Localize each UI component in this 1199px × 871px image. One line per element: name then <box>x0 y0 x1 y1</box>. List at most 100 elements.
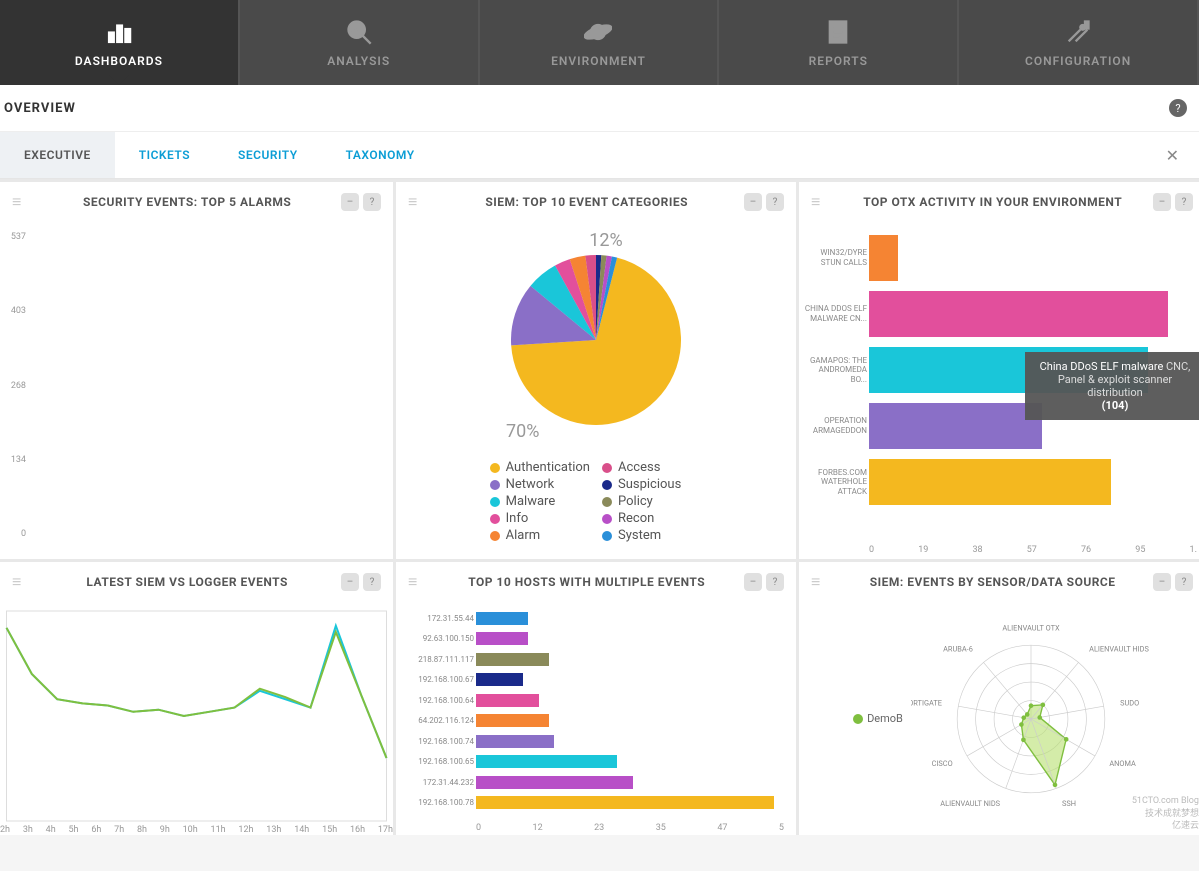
legend-item[interactable]: Alarm <box>490 528 590 543</box>
panel-top-hosts: ≡ TOP 10 HOSTS WITH MULTIPLE EVENTS – ? … <box>396 562 796 835</box>
nav-configuration[interactable]: CONFIGURATION <box>959 0 1199 85</box>
x-tick: 6h <box>91 825 101 835</box>
x-tick: 0 <box>476 823 481 833</box>
collapse-button[interactable]: – <box>1153 193 1171 211</box>
hbar-row[interactable]: WIN32/DYRE STUN CALLS <box>869 230 1197 286</box>
hbar-row[interactable]: 64.202.116.124 <box>476 711 784 732</box>
x-tick: 57 <box>1027 545 1037 555</box>
x-tick: 2h <box>0 825 10 835</box>
x-tick: 10h <box>183 825 198 835</box>
hbar-row[interactable]: 192.168.100.65 <box>476 752 784 773</box>
help-button[interactable]: ? <box>766 573 784 591</box>
panel-title: TOP OTX ACTIVITY IN YOUR ENVIRONMENT <box>832 195 1153 209</box>
legend-dot <box>602 497 612 507</box>
tab-executive[interactable]: EXECUTIVE <box>0 132 115 178</box>
legend-item[interactable]: Policy <box>602 494 702 509</box>
drag-handle-icon[interactable]: ≡ <box>811 572 820 592</box>
radar-axis-label: CISCO <box>932 759 953 768</box>
legend-label: Access <box>618 460 660 475</box>
hbar-label: 172.31.55.44 <box>402 614 474 623</box>
tabs-close-icon[interactable]: ✕ <box>1166 146 1179 165</box>
collapse-button[interactable]: – <box>341 573 359 591</box>
y-tick: 0 <box>2 529 26 539</box>
hbar-label: 64.202.116.124 <box>402 716 474 725</box>
hbar-row[interactable]: 192.168.100.74 <box>476 731 784 752</box>
tab-tickets[interactable]: TICKETS <box>115 132 214 178</box>
x-tick: 17h <box>378 825 393 835</box>
help-button[interactable]: ? <box>1175 573 1193 591</box>
nav-reports[interactable]: REPORTS <box>719 0 959 85</box>
legend-dot <box>490 480 500 490</box>
collapse-button[interactable]: – <box>1153 573 1171 591</box>
hbar-row[interactable]: CHINA DDOS ELF MALWARE CN... <box>869 286 1197 342</box>
help-button[interactable]: ? <box>363 573 381 591</box>
radar-axis-label: ANOMA <box>1109 759 1136 768</box>
nav-label: ENVIRONMENT <box>551 54 646 68</box>
drag-handle-icon[interactable]: ≡ <box>408 192 417 212</box>
panel-title: SIEM: EVENTS BY SENSOR/DATA SOURCE <box>832 575 1153 589</box>
legend-item[interactable]: Malware <box>490 494 590 509</box>
nav-analysis[interactable]: ANALYSIS <box>240 0 480 85</box>
subheader: OVERVIEW ? <box>0 85 1199 132</box>
x-tick: 47 <box>717 823 727 833</box>
x-tick: 14h <box>294 825 309 835</box>
hbar-label: 192.168.100.78 <box>402 798 474 807</box>
line-series[interactable] <box>7 626 387 758</box>
nav-dashboards[interactable]: DASHBOARDS <box>0 0 240 85</box>
legend-label: Info <box>506 511 529 526</box>
analysis-icon <box>345 18 373 46</box>
dashboards-icon <box>105 18 133 46</box>
nav-label: CONFIGURATION <box>1025 54 1131 68</box>
x-tick: 76 <box>1081 545 1091 555</box>
panel-title: SIEM: TOP 10 EVENT CATEGORIES <box>429 195 744 209</box>
legend-item[interactable]: Network <box>490 477 590 492</box>
hbar-chart: 172.31.55.4492.63.100.150218.87.111.1171… <box>396 602 796 835</box>
x-tick: 5 <box>779 823 784 833</box>
legend-label: Suspicious <box>618 477 681 492</box>
environment-icon <box>584 18 612 46</box>
x-tick: 12h <box>238 825 253 835</box>
legend-item[interactable]: Access <box>602 460 702 475</box>
drag-handle-icon[interactable]: ≡ <box>811 192 820 212</box>
line-chart: 2h3h4h5h6h7h8h9h10h11h12h13h14h15h16h17h <box>0 602 393 835</box>
hbar-row[interactable]: 218.87.111.117 <box>476 649 784 670</box>
page-help-icon[interactable]: ? <box>1169 99 1187 117</box>
legend-item[interactable]: System <box>602 528 702 543</box>
hbar-row[interactable]: 192.168.100.64 <box>476 690 784 711</box>
drag-handle-icon[interactable]: ≡ <box>408 572 417 592</box>
hbar-row[interactable]: 192.168.100.67 <box>476 670 784 691</box>
hbar-row[interactable]: 192.168.100.78 <box>476 793 784 814</box>
y-tick: 403 <box>2 306 26 316</box>
legend-dot <box>490 497 500 507</box>
drag-handle-icon[interactable]: ≡ <box>12 192 21 212</box>
hbar-chart: WIN32/DYRE STUN CALLSCHINA DDOS ELF MALW… <box>799 222 1199 559</box>
legend-dot <box>490 514 500 524</box>
legend-item[interactable]: Recon <box>602 511 702 526</box>
hbar-row[interactable]: FORBES.COM WATERHOLE ATTACK <box>869 454 1197 510</box>
legend-item[interactable]: Info <box>490 511 590 526</box>
pie-label-top: 12% <box>589 230 622 251</box>
tab-security[interactable]: SECURITY <box>214 132 322 178</box>
tab-taxonomy[interactable]: TAXONOMY <box>322 132 439 178</box>
legend-dot <box>602 531 612 541</box>
radar-axis-label: ARUBA-6 <box>943 644 973 653</box>
y-tick: 268 <box>2 381 26 391</box>
collapse-button[interactable]: – <box>744 193 762 211</box>
help-button[interactable]: ? <box>1175 193 1193 211</box>
panel-top5-alarms: ≡ SECURITY EVENTS: TOP 5 ALARMS – ? 5374… <box>0 182 393 559</box>
hbar-row[interactable]: 92.63.100.150 <box>476 629 784 650</box>
nav-environment[interactable]: ENVIRONMENT <box>480 0 720 85</box>
drag-handle-icon[interactable]: ≡ <box>12 572 21 592</box>
legend-item[interactable]: Authentication <box>490 460 590 475</box>
pie-label-bottom: 70% <box>506 421 539 442</box>
legend-label: Policy <box>618 494 653 509</box>
collapse-button[interactable]: – <box>744 573 762 591</box>
hbar-row[interactable]: 172.31.55.44 <box>476 608 784 629</box>
legend-item[interactable]: Suspicious <box>602 477 702 492</box>
collapse-button[interactable]: – <box>341 193 359 211</box>
hbar-row[interactable]: 172.31.44.232 <box>476 772 784 793</box>
legend-dot <box>853 714 863 724</box>
help-button[interactable]: ? <box>766 193 784 211</box>
help-button[interactable]: ? <box>363 193 381 211</box>
panel-title: TOP 10 HOSTS WITH MULTIPLE EVENTS <box>429 575 744 589</box>
